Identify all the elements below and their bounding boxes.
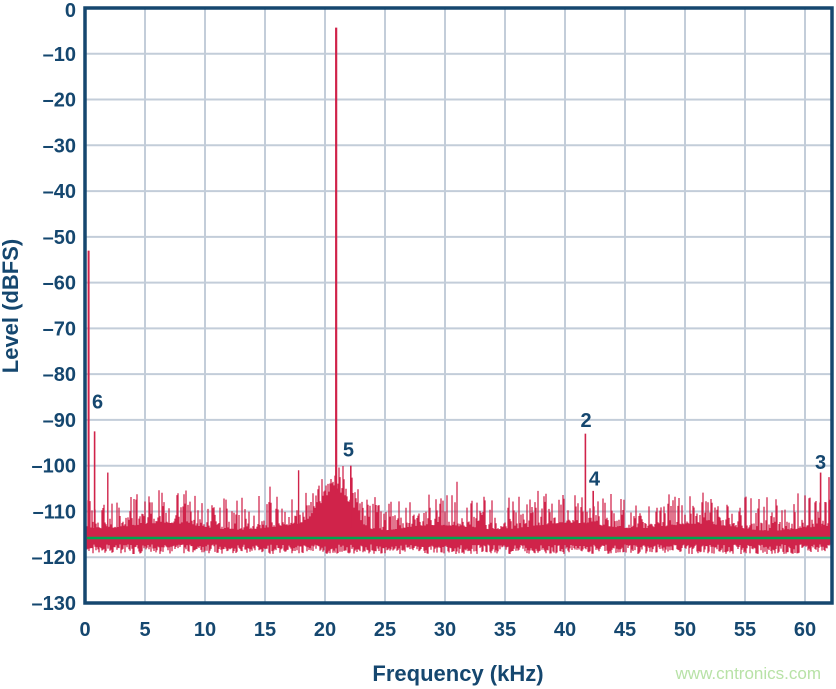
harmonic-label-3: 3: [815, 452, 826, 474]
y-tick-label: 0: [65, 0, 76, 22]
y-tick-label: –90: [43, 410, 76, 432]
x-tick-label: 10: [194, 619, 216, 641]
x-tick-label: 35: [494, 619, 516, 641]
y-tick-label: –20: [43, 90, 76, 112]
x-tick-label: 45: [614, 619, 636, 641]
x-tick-label: 40: [554, 619, 576, 641]
plot-border: [83, 6, 834, 605]
x-tick-label: 50: [674, 619, 696, 641]
y-tick-label: –40: [43, 181, 76, 203]
x-axis-title: Frequency (kHz): [372, 661, 543, 686]
y-tick-label: –110: [33, 501, 76, 523]
watermark: www.cntronics.com: [675, 664, 821, 683]
y-tick-label: –120: [32, 547, 77, 569]
y-tick-label: –100: [32, 456, 77, 478]
y-tick-label: –10: [43, 44, 76, 66]
x-tick-label: 25: [374, 619, 396, 641]
x-tick-label: 60: [794, 619, 816, 641]
y-tick-label: –60: [43, 273, 76, 295]
harmonic-label-5: 5: [343, 440, 354, 462]
y-tick-label: –80: [43, 364, 76, 386]
x-tick-label: 5: [139, 619, 150, 641]
x-tick-label: 15: [254, 619, 276, 641]
y-tick-label: –50: [43, 227, 76, 249]
x-tick-label: 30: [434, 619, 456, 641]
harmonic-label-4: 4: [589, 469, 601, 491]
noise-floor-trace: [85, 466, 832, 554]
harmonic-label-6: 6: [92, 392, 103, 414]
x-tick-label: 55: [734, 619, 756, 641]
y-tick-label: –70: [43, 318, 76, 340]
x-tick-label: 0: [79, 619, 90, 641]
y-tick-label: –30: [43, 135, 76, 157]
x-tick-label: 20: [314, 619, 336, 641]
y-tick-label: –130: [32, 593, 77, 615]
harmonic-label-2: 2: [580, 410, 591, 432]
y-axis-title: Level (dBFS): [0, 239, 23, 373]
